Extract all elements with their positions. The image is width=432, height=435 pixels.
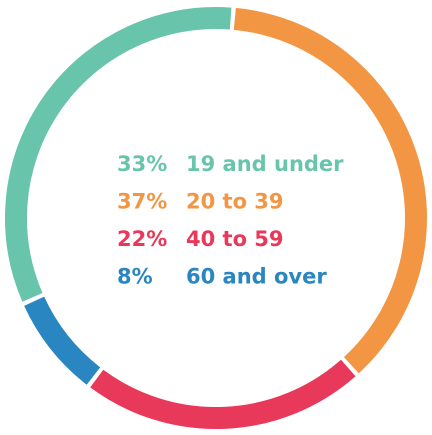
value-label: 22% [117, 227, 167, 251]
legend-label: 40 to 59 [186, 227, 284, 251]
legend-label: 60 and over [186, 265, 327, 289]
donut-segment [90, 359, 356, 429]
donut-segment [24, 296, 101, 385]
value-label: 37% [117, 190, 167, 214]
donut-segment [233, 7, 427, 374]
value-label: 8% [117, 265, 153, 289]
donut-segment [5, 7, 232, 302]
legend-label: 20 to 39 [186, 190, 284, 214]
legend-label: 19 and under [186, 152, 344, 176]
value-label: 33% [117, 152, 167, 176]
